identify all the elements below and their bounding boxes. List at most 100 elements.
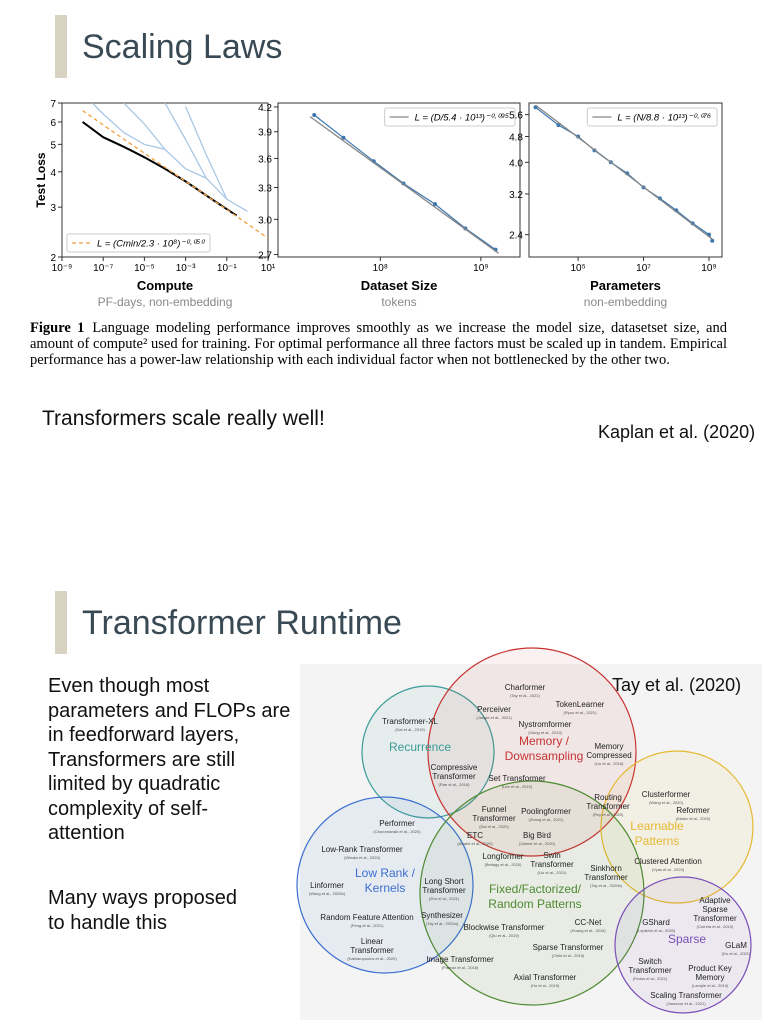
method-citation: (Zaheer et al., 2020) xyxy=(519,841,556,846)
figure-caption: Figure 1 Language modeling performance im… xyxy=(30,320,727,368)
method-name: Adaptive xyxy=(699,896,731,905)
method-name: GShard xyxy=(642,918,670,927)
slide-title: Transformer Runtime xyxy=(82,604,402,642)
group-circle xyxy=(614,876,752,1014)
y-tick-label: 6 xyxy=(50,118,56,129)
y-tick-label: 3.3 xyxy=(258,183,272,194)
method-name: Axial Transformer xyxy=(514,973,577,982)
method-citation: (Winata et al., 2020) xyxy=(344,855,381,860)
method-name: Switch xyxy=(638,957,662,966)
method-name: Memory xyxy=(595,742,624,751)
y-tick-label: 4.2 xyxy=(258,103,272,114)
citation: Kaplan et al. (2020) xyxy=(598,422,756,442)
y-tick-label: 3.2 xyxy=(509,190,523,201)
method-citation: (Wang et al., 2020b) xyxy=(309,891,346,896)
group-circle xyxy=(600,750,754,904)
legend-box xyxy=(586,107,718,127)
x-tick-label: 10⁹ xyxy=(701,263,716,274)
method-citation: (Tay et al., 2020b) xyxy=(590,883,623,888)
x-tick-label: 10⁻⁹ xyxy=(52,263,73,274)
method-citation: (Jaegle et al., 2021) xyxy=(476,715,512,720)
x-axis-label: Parameters xyxy=(590,278,661,293)
x-tick-label: 10⁻⁷ xyxy=(93,263,113,274)
y-tick-label: 3.9 xyxy=(258,128,272,139)
x-tick-label: 10⁷ xyxy=(636,263,651,274)
data-point xyxy=(556,123,561,128)
group-label: Low Rank / xyxy=(355,866,416,880)
method-citation: (Parmar et al., 2018) xyxy=(442,965,479,970)
series-line xyxy=(82,110,268,239)
series-line xyxy=(91,103,166,151)
method-name: Synthesizer xyxy=(421,911,463,920)
method-citation: (Lee et al., 2019) xyxy=(502,784,533,789)
x-tick-label: 10⁸ xyxy=(373,263,388,274)
y-tick-label: 4.8 xyxy=(509,132,523,143)
x-tick-label: 10⁹ xyxy=(473,263,488,274)
method-name: Transformer xyxy=(472,814,516,823)
method-name: Linear xyxy=(361,937,384,946)
method-name: Product Key xyxy=(688,964,732,973)
legend: L = (N/8.8 · 10¹³)⁻⁰·⁰⁷⁶ xyxy=(586,107,718,127)
series-group xyxy=(309,113,499,254)
method-name: Transformer xyxy=(628,966,672,975)
method-citation: (Dai et al., 2019) xyxy=(395,727,425,732)
method-citation: (Dai et al., 2020) xyxy=(479,824,509,829)
legend-box xyxy=(66,233,211,253)
x-axis-sublabel: PF-days, non-embedding xyxy=(98,295,233,309)
data-point xyxy=(433,202,438,207)
x-tick-label: 10⁻³ xyxy=(176,263,196,274)
method-citation: (Ho et al., 2019) xyxy=(531,983,560,988)
method-citation: (Katharopoulos et al., 2020) xyxy=(347,956,397,961)
method-citation: (Wang et al., 2020) xyxy=(649,800,684,805)
method-citation: (Peng et al., 2021) xyxy=(351,923,385,928)
method-name: Performer xyxy=(379,819,415,828)
y-tick-label: 4 xyxy=(50,168,56,179)
method-name: Transformer xyxy=(584,873,628,882)
data-point xyxy=(341,135,346,140)
legend-label: L = (N/8.8 · 10¹³)⁻⁰·⁰⁷⁶ xyxy=(617,113,711,124)
method-name: Random Feature Attention xyxy=(320,913,413,922)
method-name: Linformer xyxy=(310,881,344,890)
method-citation: (Huang et al., 2018) xyxy=(570,928,606,933)
y-tick-label: 3.0 xyxy=(258,215,272,226)
diagram-background xyxy=(300,664,762,1020)
method-name: Set Transformer xyxy=(488,774,546,783)
method-citation: (Lample et al., 2019) xyxy=(692,983,729,988)
method-citation: (Qiu et al., 2019) xyxy=(489,933,519,938)
group-label: Fixed/Factorized/ xyxy=(489,882,582,896)
plot-frame xyxy=(61,102,269,258)
y-tick-label: 2.7 xyxy=(258,251,272,262)
method-name: Low-Rank Transformer xyxy=(321,845,403,854)
paragraph-line: Many ways proposed xyxy=(48,887,237,909)
method-name: Long Short xyxy=(424,877,464,886)
method-citation: (Kitaev et al., 2020) xyxy=(676,816,711,821)
title-accent xyxy=(55,591,67,654)
method-citation: (Tay et al., 2020a) xyxy=(426,921,459,926)
method-name: Perceiver xyxy=(477,705,511,714)
method-name: Longformer xyxy=(483,852,524,861)
method-citation: (Roy et al., 2020) xyxy=(593,812,624,817)
method-name: Transformer xyxy=(586,802,630,811)
y-tick-label: 3 xyxy=(50,203,56,214)
method-name: ETC xyxy=(467,831,483,840)
y-tick-label: 2.4 xyxy=(509,231,523,242)
data-point xyxy=(710,238,715,243)
method-name: Transformer xyxy=(693,914,737,923)
method-citation: (Jaszczur et al., 2021) xyxy=(666,1001,706,1006)
method-name: Funnel xyxy=(482,805,507,814)
x-tick-label: 10⁵ xyxy=(570,263,585,274)
x-axis-sublabel: tokens xyxy=(381,295,416,309)
paragraph-line: Even though most xyxy=(48,675,210,697)
method-name: Charformer xyxy=(505,683,546,692)
method-citation: (Vyas et al., 2020) xyxy=(652,867,685,872)
method-citation: (Correia et al., 2019) xyxy=(697,924,734,929)
group-label: Recurrence xyxy=(389,740,451,754)
legend-box xyxy=(384,107,516,127)
caption-label: Figure 1 xyxy=(30,320,85,336)
method-citation: (Child et al., 2019) xyxy=(552,953,585,958)
method-name: Routing xyxy=(594,793,622,802)
data-point xyxy=(312,113,317,118)
paragraph: Many ways proposed to handle this xyxy=(48,886,237,935)
method-name: Blockwise Transformer xyxy=(464,923,545,932)
method-citation: (Liu et al., 2021) xyxy=(538,870,568,875)
